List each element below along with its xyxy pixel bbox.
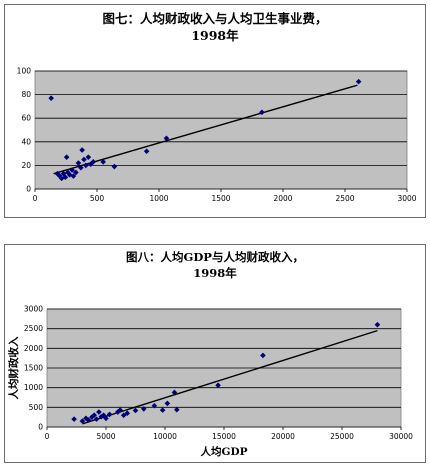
chart-2-data-point: [171, 389, 178, 396]
chart-2-title: 图八：人均GDP与人均财政收入， 1998年: [5, 249, 425, 281]
chart-2-x-tick-label: 5000: [96, 432, 115, 441]
chart-1-plot-area: [34, 70, 408, 190]
chart-2-data-point: [100, 412, 107, 418]
chart-2-data-point: [260, 352, 266, 359]
chart-2-data-point: [174, 406, 180, 413]
chart-2-data-point: [106, 411, 113, 418]
chart-1-data-point: [63, 154, 70, 160]
chart-1-y-tick-label: 0: [26, 185, 31, 194]
chart-1-data-point: [81, 156, 87, 163]
chart-1-y-tick-label: 60: [21, 114, 31, 123]
chart-2-data-point: [117, 407, 123, 413]
chart-2-x-tick-label: 25000: [330, 432, 354, 441]
chart-1-data-point: [90, 159, 97, 165]
chart-1-y-tick-label: 100: [17, 67, 32, 76]
chart-2-data-point: [79, 418, 86, 424]
chart-1-data-point: [75, 160, 82, 166]
chart-1-x-tick-label: 3000: [397, 194, 416, 203]
chart-2-data-point: [71, 416, 77, 422]
chart-1-title-line1: 图七：人均财政收入与人均卫生事业费，: [102, 11, 328, 26]
chart-2-x-tick-label: 10000: [153, 432, 177, 441]
chart-2-x-tick-label: 20000: [271, 432, 295, 441]
chart-2-data-point: [85, 417, 92, 423]
chart-2-data-point: [151, 402, 158, 409]
chart-1-x-tick-label: 0: [33, 194, 38, 203]
chart-1-x-tick-label: 2000: [273, 194, 292, 203]
chart-2-y-tick-label: 2000: [24, 344, 43, 353]
chart-2-y-tick-label: 1000: [24, 383, 43, 392]
chart-1-data-point: [58, 175, 65, 182]
chart-1-data-point: [48, 95, 54, 101]
chart-1-data-point: [79, 147, 85, 153]
chart-2-title-line1: 图八：人均GDP与人均财政收入，: [126, 250, 304, 264]
chart-2-x-tick-label: 0: [45, 432, 50, 441]
chart-2-data-point: [103, 415, 109, 422]
chart-2-y-tick-label: 1500: [24, 364, 43, 373]
chart-2-data-point: [83, 415, 89, 422]
chart-1-data-point: [143, 148, 150, 155]
chart-1-x-tick-label: 500: [90, 194, 105, 203]
chart-2-title-line2: 1998年: [193, 266, 237, 280]
chart-2-data-point: [159, 407, 166, 413]
chart-2-x-axis-label: 人均GDP: [201, 445, 248, 458]
chart-2-data-point: [164, 400, 171, 407]
chart-1-trendline: [53, 84, 358, 175]
chart-2-x-tick-label: 30000: [389, 432, 413, 441]
chart-2-data-point: [96, 409, 102, 415]
chart-2-data-point: [91, 412, 97, 418]
chart-2-data-point: [93, 416, 100, 422]
chart-1-title-line2: 1998年: [191, 28, 239, 43]
chart-1-data-point: [259, 109, 265, 116]
chart-1-data-point: [100, 159, 106, 165]
chart-2-y-tick-label: 500: [29, 403, 44, 412]
chart-1-data-point: [83, 162, 89, 169]
chart-1-data-point: [78, 164, 84, 171]
chart-2-trendline: [82, 329, 378, 425]
chart-1-data-point: [85, 154, 92, 160]
chart-1-data-point: [70, 173, 77, 179]
chart-1-data-point: [111, 163, 118, 170]
chart-2-x-tick-label: 15000: [212, 432, 236, 441]
chart-1-data-point: [65, 169, 71, 176]
chart-1-x-tick-label: 2500: [335, 194, 354, 203]
chart-1-x-tick-label: 1000: [149, 194, 168, 203]
chart-2-data-point: [215, 382, 221, 389]
chart-1-title: 图七：人均财政收入与人均卫生事业费， 1998年: [5, 10, 425, 44]
chart-1-data-point: [355, 78, 362, 85]
chart-2-y-tick-label: 3000: [24, 305, 43, 314]
chart-1-data-point: [73, 169, 79, 176]
chart-2-data-point: [120, 412, 127, 418]
chart-1-x-tick-label: 1500: [211, 194, 230, 203]
chart-2-y-tick-label: 0: [38, 423, 43, 432]
chart-2-y-axis-label: 人均财政收入: [7, 336, 20, 399]
chart-1-y-tick-label: 80: [21, 90, 31, 99]
chart-2-data-point: [115, 409, 121, 415]
chart-2-y-tick-label: 2500: [24, 324, 43, 333]
chart-1-data-point: [62, 174, 69, 180]
chart-1-y-tick-label: 40: [21, 137, 31, 146]
chart-panel-2: 图八：人均GDP与人均财政收入， 1998年 0 500 1000 1500 2000 2…: [4, 244, 426, 463]
chart-2-data-point: [98, 413, 105, 420]
chart-2-data-point: [374, 321, 381, 328]
chart-1-data-point: [69, 167, 75, 173]
chart-2-data-point: [140, 406, 147, 412]
chart-panel-1: 图七：人均财政收入与人均卫生事业费， 1998年 0 20 40 60 80 100 0 50…: [4, 4, 426, 218]
chart-2-data-point: [132, 407, 139, 414]
chart-1-data-point: [163, 135, 170, 142]
chart-1-data-point: [57, 173, 63, 179]
chart-2-data-point: [89, 414, 95, 420]
chart-1-y-tick-label: 20: [21, 161, 31, 170]
